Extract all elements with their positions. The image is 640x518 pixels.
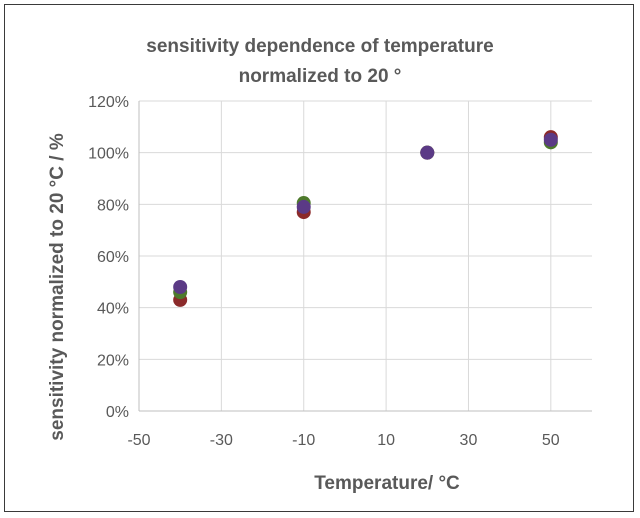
- tick-labels: 0% 20% 40% 60% 80% 100% 120% -50 -30 -10 10 30 50: [88, 94, 560, 449]
- data-point: [543, 132, 558, 147]
- x-tick-label: -50: [127, 432, 150, 449]
- x-tick-label: 30: [460, 432, 478, 449]
- data-point: [420, 145, 435, 160]
- y-tick-label: 40%: [97, 301, 129, 318]
- y-tick-label: 20%: [97, 352, 129, 369]
- x-tick-label: -10: [292, 432, 315, 449]
- y-tick-label: 120%: [88, 94, 129, 111]
- chart-frame: sensitivity dependence of temperature no…: [4, 4, 634, 512]
- y-tick-label: 60%: [97, 249, 129, 266]
- data-points: [173, 130, 558, 307]
- grid-layer: [138, 100, 592, 412]
- x-tick-label: 50: [542, 432, 560, 449]
- data-point: [173, 280, 188, 294]
- y-tick-label: 80%: [97, 197, 129, 214]
- scatter-chart: sensitivity dependence of temperature no…: [47, 36, 592, 494]
- x-axis-title: Temperature/ °C: [314, 473, 460, 494]
- chart-title-line1: sensitivity dependence of temperature: [146, 36, 493, 57]
- x-tick-label: -30: [210, 432, 233, 449]
- y-tick-label: 100%: [88, 146, 129, 163]
- chart-title-line2: normalized to 20 °: [239, 66, 402, 87]
- x-tick-label: 10: [377, 432, 395, 449]
- y-axis-title: sensitivity normalized to 20 °C / %: [47, 133, 68, 441]
- data-point: [296, 199, 311, 214]
- y-tick-label: 0%: [106, 404, 129, 421]
